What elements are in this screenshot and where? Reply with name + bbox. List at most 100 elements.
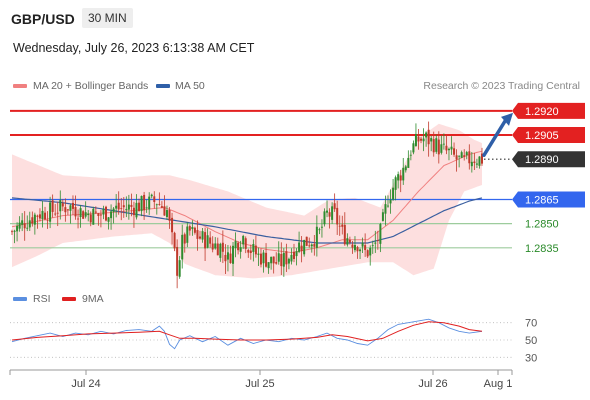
- candle-body: [320, 226, 323, 228]
- candle-body: [392, 187, 395, 200]
- candle-body: [417, 136, 420, 142]
- candle-body: [237, 242, 240, 251]
- candle-body: [214, 243, 217, 249]
- candle-body: [89, 214, 92, 223]
- candle-body: [351, 244, 354, 248]
- legend-swatch-9ma: [62, 297, 76, 301]
- candle-body: [176, 246, 179, 276]
- candle-body: [427, 129, 430, 145]
- candle-body: [13, 230, 16, 232]
- candle-body: [69, 205, 72, 211]
- timeframe-badge[interactable]: 30 MIN: [82, 8, 133, 28]
- candle-body: [74, 207, 77, 217]
- x-tick-label: Jul 25: [245, 378, 274, 390]
- candle-body: [374, 242, 377, 244]
- candle-body: [343, 224, 346, 245]
- candle-body: [442, 143, 445, 145]
- candle-body: [171, 217, 174, 233]
- candle-body: [41, 210, 44, 220]
- level-label-1.2865: 1.2865: [525, 194, 559, 206]
- candle-body: [84, 212, 87, 217]
- candle-body: [56, 212, 59, 214]
- legend-swatch-ma20: [13, 84, 27, 88]
- candle-body: [280, 254, 283, 267]
- candle-body: [127, 204, 130, 210]
- candle-body: [71, 202, 74, 209]
- candle-body: [331, 206, 334, 220]
- legend-label-rsi: RSI: [33, 293, 51, 305]
- candle-body: [412, 143, 415, 153]
- candle-body: [272, 256, 275, 264]
- candle-body: [36, 215, 39, 217]
- candle-body: [117, 202, 120, 210]
- candle-body: [470, 161, 473, 167]
- candle-body: [247, 250, 250, 253]
- candle-body: [186, 226, 189, 243]
- rsi-9ma-line: [11, 321, 483, 342]
- candle-body: [326, 210, 329, 213]
- candle-body: [199, 236, 201, 239]
- level-tag-1.2865: [512, 191, 585, 208]
- candle-body: [397, 174, 400, 181]
- candle-body: [242, 235, 245, 245]
- candle-body: [165, 210, 168, 217]
- candle-body: [465, 152, 468, 156]
- candle-body: [158, 204, 161, 205]
- candle-body: [473, 161, 476, 164]
- candle-body: [229, 253, 232, 263]
- candle-body: [64, 207, 67, 213]
- candles-group: [11, 121, 483, 289]
- candle-body: [211, 243, 214, 250]
- candle-body: [371, 245, 374, 247]
- candle-body: [267, 262, 270, 269]
- candle-body: [259, 253, 262, 265]
- candle-body: [450, 146, 453, 150]
- candle-body: [173, 232, 176, 249]
- candle-body: [338, 225, 341, 227]
- legend-swatch-rsi: [13, 297, 27, 301]
- candle-body: [160, 206, 163, 208]
- candle-body: [293, 251, 295, 259]
- candle-body: [107, 217, 110, 222]
- candle-body: [460, 152, 463, 158]
- candle-body: [437, 139, 440, 155]
- candle-body: [234, 241, 237, 249]
- candle-body: [181, 234, 184, 260]
- candle-body: [23, 223, 26, 229]
- candle-body: [163, 206, 166, 216]
- candle-body: [46, 219, 49, 221]
- candle-body: [155, 204, 158, 206]
- candle-body: [453, 148, 456, 155]
- candle-body: [178, 260, 181, 277]
- candle-body: [257, 253, 260, 255]
- candle-body: [308, 245, 311, 247]
- candle-body: [188, 226, 191, 231]
- rsi-line: [11, 318, 483, 350]
- candle-body: [82, 211, 85, 219]
- candle-body: [232, 245, 235, 264]
- candle-body: [209, 237, 212, 244]
- candle-body: [79, 208, 82, 218]
- rsi-tick-30: 30: [525, 352, 537, 364]
- candle-body: [265, 252, 268, 267]
- candle-body: [287, 258, 290, 264]
- candle-body: [364, 245, 367, 251]
- candle-body: [270, 256, 273, 264]
- candle-body: [145, 207, 148, 209]
- candle-body: [409, 154, 412, 156]
- candle-body: [168, 210, 171, 221]
- candle-body: [381, 212, 384, 221]
- candle-body: [323, 211, 326, 225]
- candle-body: [61, 203, 64, 207]
- candle-body: [150, 194, 153, 197]
- candle-body: [481, 153, 483, 164]
- level-label-1.2890: 1.2890: [525, 154, 559, 166]
- candle-body: [196, 230, 199, 239]
- candle-body: [315, 226, 318, 248]
- candle-body: [239, 247, 242, 252]
- candle-body: [66, 209, 69, 211]
- candle-body: [112, 208, 115, 212]
- candle-body: [97, 213, 100, 216]
- candle-body: [277, 253, 280, 262]
